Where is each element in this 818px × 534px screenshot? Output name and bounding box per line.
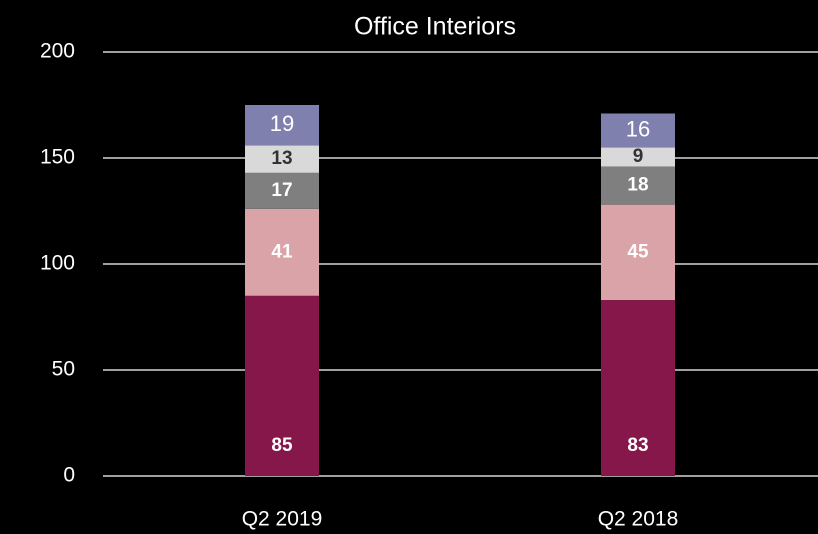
bar-segment [245,145,319,173]
value-label: 83 [627,435,648,456]
value-label: 17 [271,180,292,201]
value-label: 9 [633,146,644,167]
y-tick-label: 100 [40,252,75,275]
bar-segment [601,300,675,476]
bar-segment [245,295,319,476]
bar-segment [245,208,319,296]
bar-segment [601,147,675,167]
value-label: 41 [271,241,293,262]
bar-segment [245,105,319,146]
value-label: 19 [270,111,294,136]
x-tick-label: Q2 2018 [598,508,679,531]
value-label: 85 [271,435,293,456]
value-label: 45 [627,241,649,262]
y-tick-label: 0 [63,464,75,487]
value-label: 16 [626,116,650,141]
value-label: 18 [627,175,648,196]
y-tick-label: 50 [52,358,75,381]
bar-segment [245,172,319,209]
y-tick-label: 200 [40,40,75,63]
value-label: 13 [271,148,292,169]
chart-title: Office Interiors [354,13,516,41]
x-tick-label: Q2 2019 [242,508,323,531]
y-tick-label: 150 [40,146,75,169]
bar-segment [601,204,675,301]
bar-segment [601,166,675,205]
bar-segment [601,113,675,148]
